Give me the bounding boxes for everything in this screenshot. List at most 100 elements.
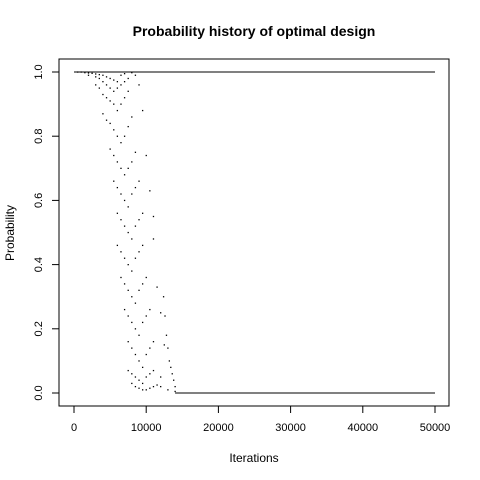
data-point (138, 387, 140, 389)
data-point (145, 154, 147, 157)
data-point (131, 238, 133, 240)
data-point (145, 376, 147, 378)
data-point (167, 389, 169, 391)
data-point (149, 190, 151, 192)
data-point (95, 76, 97, 78)
data-point (120, 74, 122, 76)
data-point (123, 283, 126, 285)
data-point (127, 77, 129, 80)
data-point (105, 76, 108, 78)
data-point (131, 296, 133, 298)
data-point (138, 360, 140, 362)
data-point (168, 360, 171, 362)
data-point (109, 122, 111, 125)
y-tick-label: 0.0 (33, 385, 45, 400)
data-point (105, 119, 108, 121)
data-point (109, 87, 111, 89)
data-point (116, 212, 119, 214)
data-point (141, 244, 144, 247)
data-point (156, 286, 158, 288)
data-point (102, 93, 104, 96)
data-point (91, 72, 93, 74)
data-point (138, 84, 140, 86)
data-point (120, 251, 122, 253)
data-point (149, 308, 151, 311)
x-tick-label: 30000 (275, 422, 306, 434)
data-point (138, 334, 140, 336)
data-point (127, 167, 129, 169)
data-point (131, 193, 133, 195)
x-tick-label: 0 (71, 422, 77, 434)
data-point (171, 373, 173, 375)
data-point (162, 296, 165, 298)
data-point (152, 341, 155, 343)
data-point (113, 129, 115, 131)
data-point (95, 73, 97, 75)
data-point (127, 206, 129, 208)
data-point (145, 276, 147, 279)
data-point (134, 151, 137, 153)
data-point (134, 328, 137, 330)
data-point (102, 81, 104, 83)
data-point (156, 384, 158, 386)
data-point (131, 116, 133, 118)
data-point (134, 74, 137, 76)
data-point (116, 186, 119, 189)
data-point (123, 308, 126, 311)
data-point (131, 347, 133, 349)
y-tick-label: 0.2 (33, 321, 45, 336)
data-point (127, 341, 129, 343)
data-point (163, 344, 165, 346)
data-point (123, 97, 126, 99)
y-tick-label: 0.8 (33, 129, 45, 144)
data-point (134, 385, 137, 388)
data-point (102, 113, 104, 115)
data-point (120, 84, 122, 86)
data-point (123, 257, 126, 259)
data-point (120, 103, 122, 105)
data-point (152, 215, 155, 218)
x-tick-label: 50000 (420, 422, 451, 434)
data-point (113, 79, 115, 81)
data-point (149, 373, 151, 375)
data-point (98, 87, 100, 89)
data-point (105, 84, 108, 86)
data-point (109, 100, 111, 102)
x-axis: 0 10000 20000 30000 40000 50000 (71, 405, 451, 434)
data-point (113, 103, 115, 105)
y-tick-label: 0.6 (33, 193, 45, 208)
data-point (87, 72, 90, 74)
data-point (80, 71, 82, 73)
data-point (134, 186, 137, 189)
data-point (149, 347, 151, 349)
data-point (141, 321, 144, 324)
data-point (141, 389, 144, 391)
data-point (116, 135, 119, 137)
data-point (167, 347, 169, 349)
data-point (113, 180, 115, 182)
data-point (77, 71, 79, 73)
data-point (138, 219, 140, 221)
chart-title: Probability history of optimal design (133, 23, 376, 39)
x-axis-label: Iterations (229, 451, 278, 465)
data-point (109, 77, 111, 80)
data-point (123, 81, 126, 83)
data-point (116, 81, 119, 83)
data-point (98, 73, 100, 76)
data-point (145, 353, 147, 356)
data-point (134, 225, 137, 227)
data-point (131, 321, 133, 324)
data-point (113, 154, 115, 157)
data-point (120, 276, 122, 279)
data-point (87, 74, 90, 76)
data-point (123, 174, 126, 176)
data-point (165, 334, 168, 336)
data-point (160, 312, 162, 314)
data-point (134, 302, 137, 304)
data-point (173, 379, 175, 381)
data-point (127, 125, 129, 128)
data-point (127, 369, 129, 372)
data-point (152, 385, 155, 388)
data-point (98, 77, 100, 80)
